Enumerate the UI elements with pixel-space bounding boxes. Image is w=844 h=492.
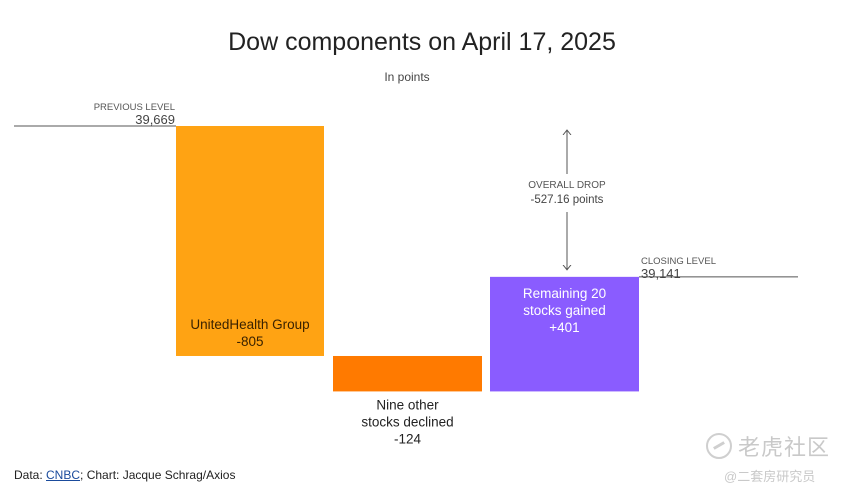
chart-subtitle: In points [384,70,430,84]
bar-label-3-line-1: Remaining 20 [523,286,606,301]
bar-label-3-line-3: +401 [549,320,579,335]
bar-label-2-line-3: -124 [394,431,422,446]
chart-footer: Data: CNBC; Chart: Jacque Schrag/Axios [14,468,235,482]
overall-drop-label: OVERALL DROP [528,180,606,191]
watermark-handle: @二套房研究员 [724,469,816,484]
chart-title: Dow components on April 17, 2025 [228,28,616,56]
closing-level-value: 39,141 [641,266,681,281]
watermark: 老虎社区 @二套房研究员 [706,430,830,485]
footer-prefix: Data: [14,468,47,482]
footer-suffix: ; Chart: Jacque Schrag/Axios [80,468,236,482]
previous-level-value: 39,669 [135,112,175,127]
waterfall-bar-2 [333,355,482,392]
overall-drop-value: -527.16 points [531,194,604,206]
bar-label-1-line-2: -805 [236,334,263,349]
bar-label-2-line-2: stocks declined [361,414,453,429]
waterfall-bar-3 [490,276,639,392]
bar-label-2-line-1: Nine other [376,397,439,412]
watermark-logo-text: 老虎社区 [738,435,831,460]
tiger-logo-icon [706,433,732,459]
bar-label-3-line-2: stocks gained [523,303,606,318]
closing-level-label: CLOSING LEVEL [641,256,716,267]
previous-level-label: PREVIOUS LEVEL [94,102,175,113]
bar-label-1-line-1: UnitedHealth Group [190,317,309,332]
waterfall-bar-1 [176,126,324,356]
source-link[interactable]: CNBC [46,468,81,482]
